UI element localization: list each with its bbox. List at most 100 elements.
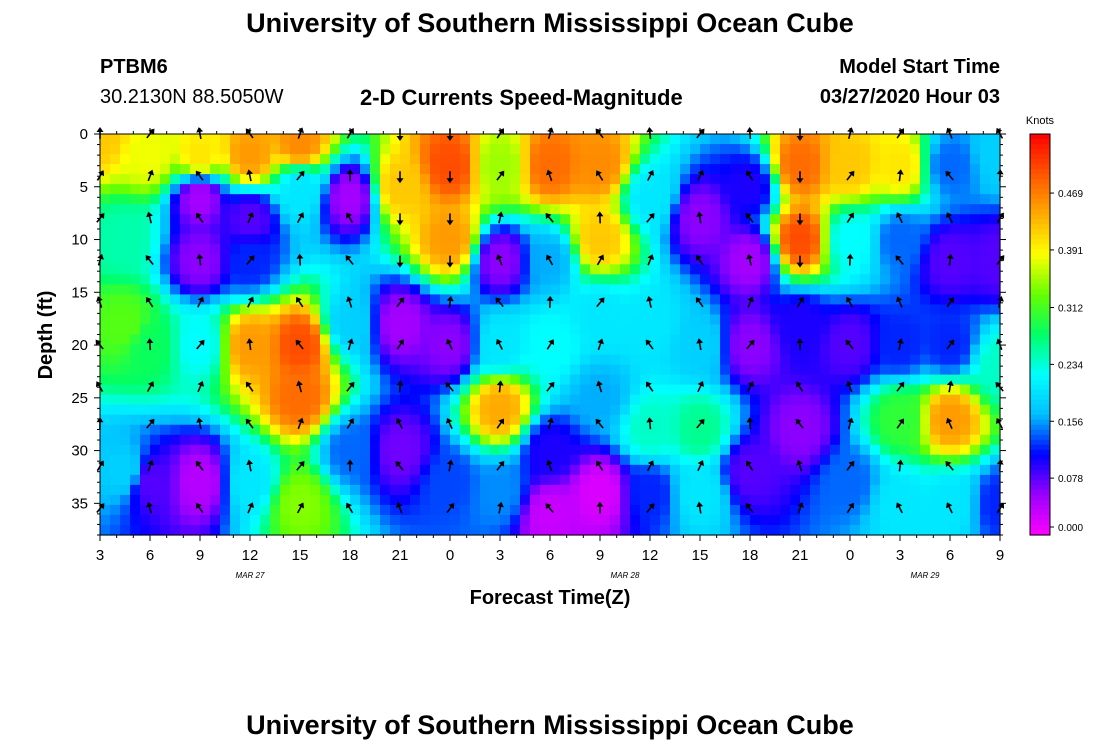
heatmap-cell [610,514,621,526]
heatmap-cell [290,514,301,526]
heatmap-cell [860,524,871,536]
heatmap-cell [980,434,991,446]
heatmap-cell [580,394,591,406]
heatmap-cell [910,494,921,506]
heatmap-cell [790,354,801,366]
heatmap-cell [560,494,571,506]
heatmap-cell [190,404,201,416]
heatmap-cell [750,404,761,416]
heatmap-cell [230,304,241,316]
current-arrow [745,170,754,181]
heatmap-cell [560,274,571,285]
heatmap-cell [140,454,151,466]
heatmap-cell [440,514,451,526]
heatmap-cell [870,504,881,516]
heatmap-cell [280,224,291,235]
colorbar-segment [1030,349,1050,356]
y-tick-label: 5 [80,179,88,196]
current-arrow [696,418,705,429]
heatmap-cell [360,204,371,215]
heatmap-cell [310,424,321,436]
heatmap-cell [230,484,241,496]
x-tick-label: 3 [96,547,104,564]
heatmap-cell [340,314,351,326]
heatmap-cell [290,434,301,446]
heatmap-cell [640,374,651,386]
heatmap-cell [820,394,831,406]
colorbar-tick-label: 0.156 [1058,417,1083,428]
heatmap-cell [310,464,321,476]
heatmap-cell [580,204,591,215]
heatmap-cell [520,164,531,175]
heatmap-cell [780,434,791,446]
heatmap-cell [810,454,821,466]
heatmap-cell [690,434,701,446]
heatmap-cell [230,194,241,205]
heatmap-cell [780,294,791,306]
heatmap-cell [860,434,871,446]
heatmap-cell [950,344,961,356]
heatmap-cell [540,364,551,376]
heatmap-cell [760,504,771,516]
heatmap-cell [150,284,161,296]
heatmap-cell [440,224,451,235]
heatmap-cell [300,394,311,406]
heatmap-cell [500,284,511,296]
heatmap-cell [340,414,351,426]
heatmap-cell [550,414,561,426]
heatmap-cell [480,164,491,175]
heatmap-cell [840,304,851,316]
heatmap-cell [530,194,541,205]
heatmap-cell [750,284,761,296]
heatmap-cell [790,284,801,296]
heatmap-cell [760,404,771,416]
heatmap-cell [130,404,141,416]
heatmap-cell [340,284,351,296]
heatmap-cell [830,154,841,165]
heatmap-cell [630,224,641,235]
heatmap-cell [670,374,681,386]
heatmap-cell [680,314,691,326]
heatmap-cell [410,514,421,526]
heatmap-cell [410,344,421,356]
heatmap-cell [660,494,671,506]
heatmap-cell [690,304,701,316]
heatmap-cell [680,524,691,536]
colorbar-segment [1030,434,1050,441]
heatmap-cell [690,234,701,245]
heatmap-cell [890,134,901,145]
heatmap-cell [500,294,511,306]
heatmap-cell [590,344,601,356]
heatmap-cell [730,504,741,516]
heatmap-cell [370,174,381,185]
heatmap-cell [350,184,361,195]
heatmap-cell [110,234,121,245]
colorbar-segment [1030,304,1050,311]
heatmap-cell [760,194,771,205]
heatmap-cell [820,404,831,416]
heatmap-cell [400,394,411,406]
heatmap-cell [320,344,331,356]
heatmap-cell [740,314,751,326]
current-arrow [296,461,305,471]
heatmap-cell [940,244,951,255]
heatmap-cell [140,354,151,366]
heatmap-cell [800,214,811,225]
heatmap-cell [800,474,811,486]
heatmap-cell [540,264,551,275]
heatmap-cell [290,364,301,376]
heatmap-cell [890,284,901,296]
heatmap-cell [410,424,421,436]
heatmap-cell [850,474,861,486]
heatmap-cell [920,504,931,516]
heatmap-cell [460,164,471,175]
heatmap-cell [280,514,291,526]
heatmap-cell [510,204,521,215]
heatmap-cell [130,384,141,396]
heatmap-cell [520,144,531,155]
heatmap-cell [270,504,281,516]
heatmap-cell [940,214,951,225]
station-coordinates: 30.2130N 88.5050W [100,86,284,108]
heatmap-cell [280,404,291,416]
